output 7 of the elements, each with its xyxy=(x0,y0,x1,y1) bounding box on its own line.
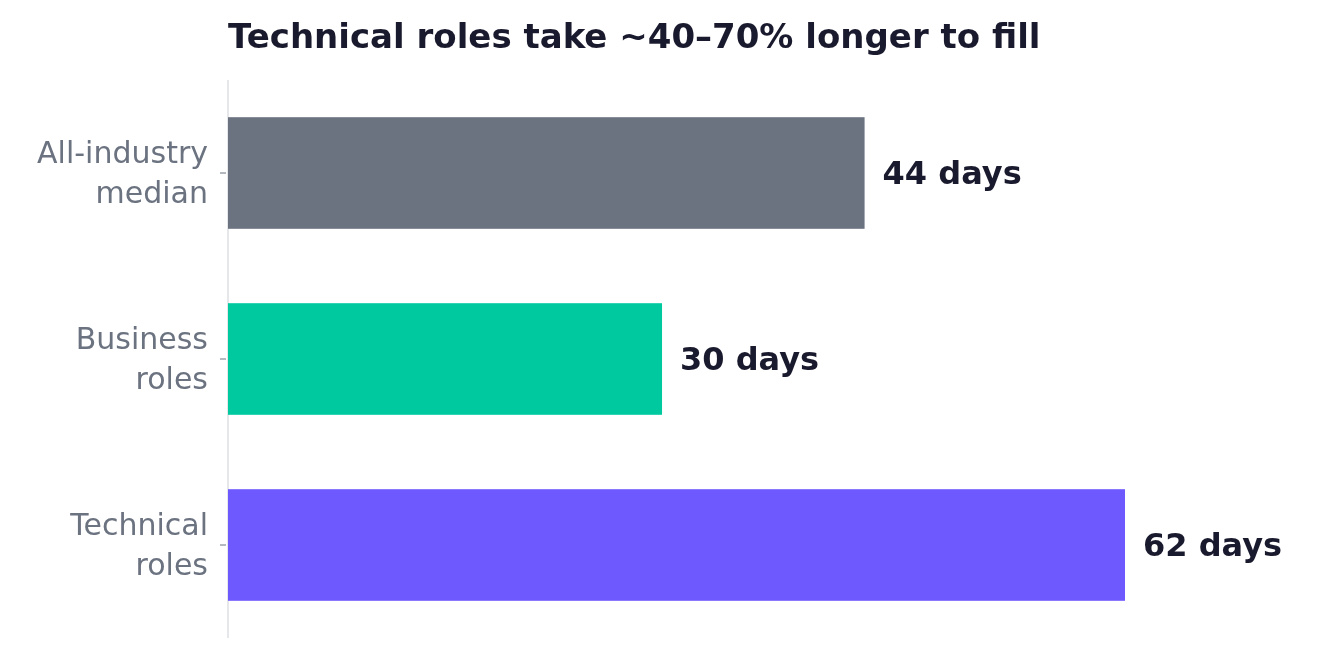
y-tick-label: All-industry median xyxy=(37,135,208,210)
data-label: 30 days xyxy=(680,340,820,379)
data-label: 62 days xyxy=(1143,526,1283,565)
chart-title: Technical roles take ~40–70% longer to fill xyxy=(228,16,1041,56)
y-tick-label: Technical roles xyxy=(69,507,208,582)
data-label: 44 days xyxy=(882,154,1022,193)
y-tick-label: Business roles xyxy=(75,321,208,396)
